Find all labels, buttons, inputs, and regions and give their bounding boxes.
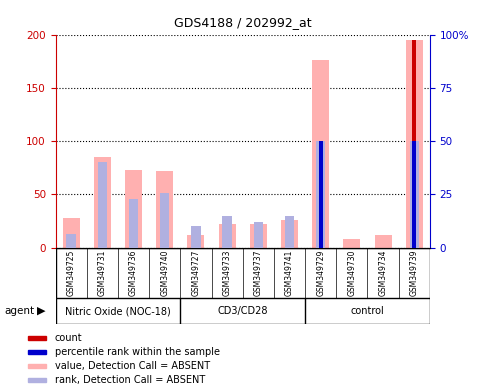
Bar — [319, 141, 323, 248]
Text: GSM349739: GSM349739 — [410, 249, 419, 296]
Text: agent: agent — [5, 306, 35, 316]
Bar — [156, 171, 173, 248]
Bar — [69, 243, 73, 248]
Text: GSM349727: GSM349727 — [191, 250, 200, 296]
Bar — [250, 224, 267, 248]
Text: GSM349729: GSM349729 — [316, 250, 325, 296]
Title: GDS4188 / 202992_at: GDS4188 / 202992_at — [174, 16, 312, 29]
Text: control: control — [351, 306, 384, 316]
Bar — [410, 141, 419, 248]
Bar — [285, 216, 294, 248]
Text: rank, Detection Call = ABSENT: rank, Detection Call = ABSENT — [55, 375, 205, 384]
Bar — [218, 224, 236, 248]
Text: GSM349725: GSM349725 — [67, 250, 76, 296]
Text: GSM349734: GSM349734 — [379, 249, 387, 296]
Bar — [406, 40, 423, 248]
Bar — [343, 239, 360, 248]
Bar — [281, 220, 298, 248]
Bar — [129, 199, 138, 248]
Bar — [374, 235, 392, 248]
Text: Nitric Oxide (NOC-18): Nitric Oxide (NOC-18) — [65, 306, 171, 316]
Text: ▶: ▶ — [37, 306, 46, 316]
Text: count: count — [55, 333, 82, 343]
Text: value, Detection Call = ABSENT: value, Detection Call = ABSENT — [55, 361, 210, 371]
Text: GSM349731: GSM349731 — [98, 250, 107, 296]
Text: GSM349741: GSM349741 — [285, 250, 294, 296]
Text: CD3/CD28: CD3/CD28 — [217, 306, 268, 316]
Bar — [94, 157, 111, 248]
Bar — [223, 216, 232, 248]
Bar — [254, 222, 263, 248]
Text: GSM349737: GSM349737 — [254, 249, 263, 296]
Bar — [28, 364, 46, 368]
Bar — [63, 218, 80, 248]
Text: percentile rank within the sample: percentile rank within the sample — [55, 347, 220, 357]
Bar — [28, 336, 46, 340]
Bar — [28, 350, 46, 354]
Bar — [412, 40, 416, 248]
Bar — [412, 141, 416, 248]
Text: GSM349730: GSM349730 — [347, 249, 356, 296]
Bar — [125, 170, 142, 248]
Bar — [187, 235, 204, 248]
Text: GSM349733: GSM349733 — [223, 249, 232, 296]
Bar — [67, 234, 76, 248]
Bar — [191, 227, 200, 248]
Bar — [98, 162, 107, 248]
Text: GSM349736: GSM349736 — [129, 249, 138, 296]
Bar — [312, 60, 329, 248]
Bar — [160, 193, 170, 248]
Bar — [316, 141, 326, 248]
Text: GSM349740: GSM349740 — [160, 249, 169, 296]
Bar — [28, 378, 46, 382]
